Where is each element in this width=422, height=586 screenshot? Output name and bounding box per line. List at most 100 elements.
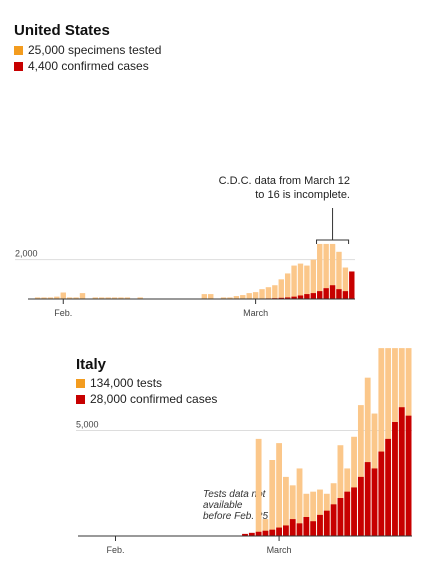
italy-bar-cases bbox=[269, 529, 276, 536]
legend-swatch-tests bbox=[14, 45, 23, 55]
us-bar-tests bbox=[329, 243, 336, 299]
us-bar-cases bbox=[278, 297, 284, 299]
legend-swatch-tests bbox=[76, 378, 85, 388]
us-bar-tests bbox=[252, 292, 259, 299]
us-bar-cases bbox=[317, 291, 323, 299]
us-legend-cases: 4,400 confirmed cases bbox=[14, 59, 149, 73]
us-bar-tests bbox=[304, 265, 310, 299]
us-bar-tests bbox=[73, 297, 79, 299]
us-bar-tests bbox=[336, 251, 342, 299]
italy-bar-cases bbox=[364, 462, 371, 536]
us-bar-cases bbox=[349, 271, 355, 299]
italy-bar-cases bbox=[310, 521, 317, 536]
us-bar-tests bbox=[66, 297, 73, 299]
us-bar-tests bbox=[92, 297, 99, 299]
us-bar-tests bbox=[291, 265, 297, 299]
italy-bar-cases bbox=[371, 468, 378, 536]
italy-bar-cases bbox=[330, 504, 337, 536]
us-bar-tests bbox=[111, 297, 118, 299]
us-bar-cases bbox=[284, 297, 291, 299]
italy-bar-tests bbox=[289, 485, 296, 536]
us-bar-cases bbox=[291, 296, 297, 299]
us-bar-cases bbox=[342, 291, 349, 299]
us-chart-title: United States bbox=[14, 22, 110, 39]
us-bar-tests bbox=[118, 297, 124, 299]
us-bar-tests bbox=[317, 243, 323, 299]
italy-bar-cases bbox=[392, 422, 398, 536]
legend-swatch-cases bbox=[76, 394, 85, 404]
italy-bar-cases bbox=[303, 517, 310, 536]
italy-y-tick-label: 5,000 bbox=[76, 419, 99, 429]
italy-legend-tests: 134,000 tests bbox=[76, 376, 162, 390]
italy-bar-cases bbox=[385, 438, 392, 536]
us-x-tick-label: March bbox=[243, 308, 268, 318]
italy-bar-tests bbox=[310, 491, 317, 536]
italy-bar-cases bbox=[337, 498, 344, 536]
us-bar-cases bbox=[323, 288, 329, 299]
italy-bar-tests bbox=[364, 377, 371, 536]
italy-bar-tests bbox=[282, 476, 289, 536]
us-bar-tests bbox=[201, 294, 208, 299]
us-legend-tests: 25,000 specimens tested bbox=[14, 43, 161, 57]
italy-bar-cases bbox=[242, 533, 248, 536]
italy-bar-tests bbox=[276, 443, 282, 536]
us-bar-tests bbox=[208, 294, 214, 299]
us-legend-tests-label: 25,000 specimens tested bbox=[28, 43, 162, 57]
italy-bar-cases bbox=[296, 523, 303, 536]
us-bar-tests bbox=[54, 296, 60, 299]
italy-bar-cases bbox=[248, 532, 255, 536]
us-annotation-bracket bbox=[316, 239, 350, 244]
italy-bar-tests bbox=[357, 405, 364, 536]
italy-bar-tests bbox=[337, 445, 344, 536]
us-bar-tests bbox=[272, 285, 278, 299]
us-bar-tests bbox=[233, 296, 240, 299]
italy-bar-tests bbox=[296, 468, 303, 536]
us-bar-tests bbox=[41, 297, 47, 299]
italy-bar-cases bbox=[405, 415, 412, 536]
us-bar-cases bbox=[304, 294, 310, 299]
us-bar-tests bbox=[323, 243, 329, 299]
italy-chart-title: Italy bbox=[76, 356, 107, 373]
italy-bar-tests bbox=[262, 519, 269, 536]
italy-bar-cases bbox=[276, 527, 282, 536]
legend-swatch-cases bbox=[14, 61, 23, 71]
italy-bar-tests bbox=[317, 489, 323, 536]
us-bar-tests bbox=[60, 292, 66, 299]
italy-bar-tests bbox=[255, 438, 262, 536]
us-bar-tests bbox=[124, 297, 131, 299]
us-bar-tests bbox=[34, 297, 41, 299]
italy-x-tick-label: March bbox=[267, 545, 292, 555]
italy-bar-cases bbox=[351, 487, 357, 536]
us-bar-tests bbox=[105, 297, 111, 299]
italy-bar-cases bbox=[378, 451, 385, 536]
us-bar-tests bbox=[297, 263, 304, 299]
italy-note-line-3: before Feb. 25 bbox=[203, 511, 269, 522]
us-y-tick-label: 2,000 bbox=[15, 249, 38, 259]
italy-x-tick-label: Feb. bbox=[106, 545, 124, 555]
us-bar-tests bbox=[220, 297, 227, 299]
italy-legend-cases-label: 28,000 confirmed cases bbox=[90, 392, 218, 406]
us-bar-tests bbox=[284, 273, 291, 299]
us-bar-tests bbox=[227, 297, 233, 299]
italy-bar-cases bbox=[282, 525, 289, 536]
italy-bar-cases bbox=[323, 510, 330, 536]
italy-bar-tests bbox=[269, 460, 276, 536]
us-bar-cases bbox=[310, 293, 317, 299]
us-annotation-line-1: C.D.C. data from March 12 bbox=[218, 175, 350, 187]
italy-bar-cases bbox=[398, 407, 405, 536]
us-bar-tests bbox=[47, 297, 54, 299]
italy-bar-cases bbox=[289, 519, 296, 536]
italy-note-line-2: available bbox=[203, 500, 243, 511]
us-x-tick-label: Feb. bbox=[54, 308, 72, 318]
us-bar-cases bbox=[329, 285, 336, 299]
us-bar-cases bbox=[297, 295, 304, 299]
us-bar-tests bbox=[79, 293, 86, 299]
italy-bar-tests bbox=[303, 493, 310, 536]
italy-bar-tests bbox=[351, 436, 357, 536]
italy-note: Tests data not available before Feb. 25 bbox=[203, 489, 268, 522]
italy-bar-cases bbox=[344, 491, 351, 536]
us-bar-tests bbox=[310, 259, 317, 299]
us-bar-cases bbox=[336, 289, 342, 299]
italy-legend-cases: 28,000 confirmed cases bbox=[76, 392, 217, 406]
